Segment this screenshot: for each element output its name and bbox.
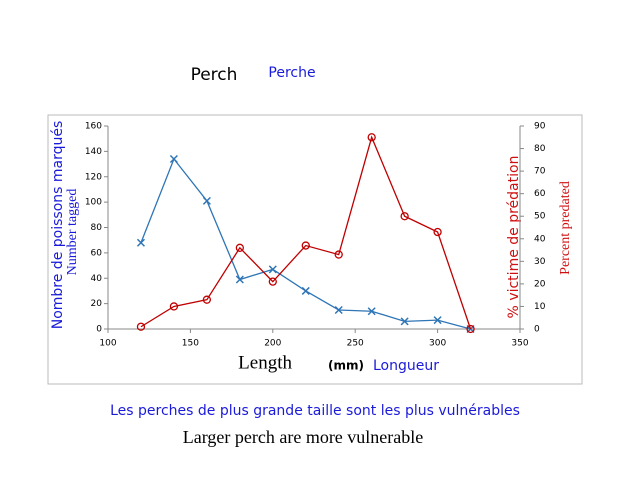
y2-tick-label: 50	[534, 212, 546, 222]
y-label-fr: Nombre de poissons marqués	[50, 121, 66, 330]
x-tick-label: 100	[99, 339, 116, 349]
y-tick-label: 80	[91, 223, 103, 233]
y2-tick-label: 40	[534, 234, 546, 244]
marker	[235, 243, 244, 252]
marker	[400, 212, 409, 221]
marker	[334, 250, 343, 259]
y-tick-label: 140	[85, 147, 102, 157]
marker	[136, 238, 145, 247]
marker	[301, 241, 310, 250]
y2-tick-label: 20	[534, 279, 546, 289]
marker	[301, 286, 310, 295]
y-tick-label: 20	[91, 299, 103, 309]
y-tick-label: 160	[85, 122, 102, 132]
x-tick-label: 200	[264, 339, 281, 349]
marker	[466, 324, 475, 334]
caption-fr: Les perches de plus grande taille sont l…	[110, 403, 520, 419]
marker	[268, 265, 277, 274]
x-label: Length	[238, 352, 292, 373]
y2-tick-label: 30	[534, 257, 546, 267]
marker	[136, 322, 146, 331]
marker	[367, 133, 376, 142]
marker	[169, 302, 179, 311]
y-label: Number tagged	[65, 189, 80, 276]
marker	[334, 305, 343, 314]
chart-frame	[47, 114, 583, 385]
marker	[400, 317, 409, 326]
x-tick-label: 300	[429, 339, 446, 349]
y-tick-label: 100	[85, 198, 102, 208]
y-tick-label: 60	[91, 248, 103, 258]
y2-tick-label: 90	[534, 122, 546, 132]
marker	[433, 316, 442, 325]
y2-tick-label: 70	[534, 167, 546, 177]
x-unit: (mm)	[328, 359, 364, 373]
series-line	[140, 135, 472, 330]
y-tick-label: 120	[85, 172, 102, 182]
x-tick-label: 250	[347, 339, 364, 349]
title-fr: Perche	[268, 65, 315, 81]
marker	[433, 227, 442, 237]
x-label-fr: Longueur	[373, 358, 439, 374]
marker	[202, 196, 211, 205]
marker	[367, 307, 376, 316]
caption: Larger perch are more vulnerable	[183, 427, 424, 447]
x-tick-label: 350	[511, 339, 528, 349]
marker	[169, 154, 178, 164]
marker	[202, 295, 212, 304]
y2-label-fr: % victime de prédation	[506, 156, 522, 319]
y-tick-label: 0	[96, 325, 102, 335]
marker	[268, 277, 277, 286]
y-tick-label: 40	[91, 274, 103, 284]
title: Perch	[191, 65, 238, 85]
y2-tick-label: 0	[534, 325, 540, 335]
y2-tick-label: 80	[534, 144, 546, 154]
y2-label: Percent predated	[558, 181, 573, 275]
y2-tick-label: 10	[534, 302, 546, 312]
y2-tick-label: 60	[534, 189, 546, 199]
marker	[235, 275, 244, 284]
x-tick-label: 150	[182, 339, 199, 349]
